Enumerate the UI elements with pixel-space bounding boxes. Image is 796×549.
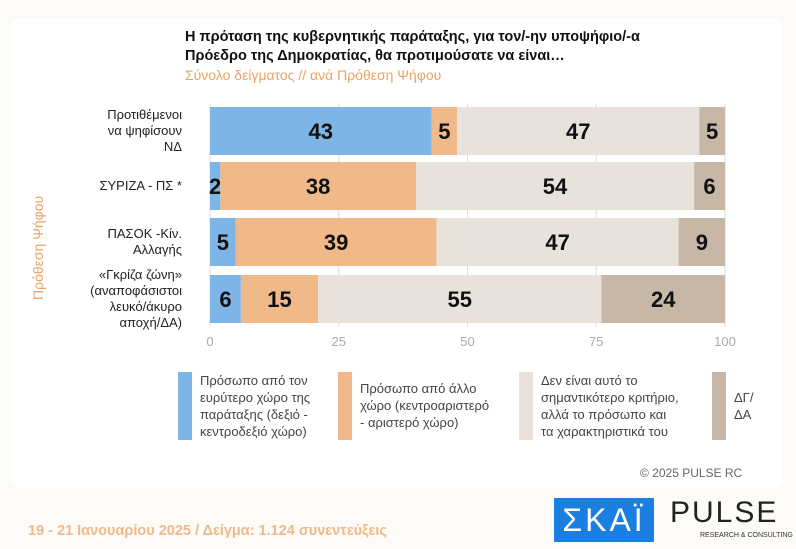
legend-swatch: [338, 372, 352, 440]
data-label: 47: [545, 230, 569, 255]
pulse-logo: PULSE: [670, 496, 779, 529]
bar-segment: [220, 162, 416, 210]
data-label: 24: [651, 287, 676, 312]
bar-segment: [210, 107, 432, 155]
data-label: 38: [306, 174, 330, 199]
bar-segment: [210, 275, 241, 323]
data-label: 54: [543, 174, 568, 199]
legend-label: Πρόσωπο από τον ευρύτερο χώρο της παράταξη…: [200, 373, 311, 439]
legend-swatch: [712, 372, 726, 440]
bar-segment: [436, 218, 679, 266]
chart-title: Η πρόταση της κυβερνητικής παράταξης, γι…: [185, 29, 640, 64]
data-label: 5: [438, 119, 450, 144]
chart-subtitle: Σύνολο δείγματος // ανά Πρόθεση Ψήφου: [185, 67, 442, 83]
data-label: 47: [566, 119, 590, 144]
x-tick-label: 25: [332, 334, 346, 349]
bar-segment: [457, 107, 700, 155]
bar-segment: [416, 162, 695, 210]
bar-segment: [235, 218, 437, 266]
legend-swatch: [519, 372, 533, 440]
category-label: Προτιθέμενοι να ψηφίσουν ΝΔ: [107, 107, 182, 154]
data-label: 6: [703, 174, 715, 199]
bar-segment: [601, 275, 725, 323]
bar-segment: [678, 218, 725, 266]
bar-segment: [210, 218, 236, 266]
data-label: 39: [324, 230, 348, 255]
bar-segment: [694, 162, 725, 210]
data-label: 43: [308, 119, 332, 144]
category-label: ΠΑΣΟΚ -Κίν. Αλλαγής: [107, 226, 183, 257]
legend-label: ΔΓ/ΔΑ: [734, 390, 754, 422]
data-label: 9: [696, 230, 708, 255]
data-label: 2: [209, 174, 221, 199]
data-label: 6: [219, 287, 231, 312]
category-label: «Γκρίζα ζώνη» (αναποφάσιστοι λευκό/άκυρο απ…: [90, 267, 182, 330]
bar-segment: [210, 162, 221, 210]
x-tick-label: 100: [714, 334, 736, 349]
data-label: 5: [217, 230, 229, 255]
data-label: 5: [706, 119, 718, 144]
bar-segment: [431, 107, 458, 155]
legend-label: Δεν είναι αυτό το σημαντικότερο κριτήριο,…: [541, 373, 679, 439]
data-label: 15: [267, 287, 291, 312]
bar-segment: [240, 275, 319, 323]
pulse-logo-sub: RESEARCH & CONSULTING: [700, 532, 793, 539]
skai-logo: ΣΚΑΪ: [554, 498, 654, 542]
bar-segment: [699, 107, 725, 155]
category-label: ΣΥΡΙΖΑ - ΠΣ *: [99, 178, 182, 193]
legend-label: Πρόσωπο από άλλο χώρο (κεντροαριστερό - αρ…: [360, 381, 490, 430]
x-tick-label: 75: [589, 334, 603, 349]
bar-segment: [318, 275, 602, 323]
copyright: © 2025 PULSE RC: [640, 466, 743, 480]
footer-note: 19 - 21 Ιανουαρίου 2025 / Δείγμα: 1.124 …: [28, 523, 387, 539]
legend-swatch: [178, 372, 192, 440]
x-tick-label: 50: [460, 334, 474, 349]
x-tick-label: 0: [206, 334, 213, 349]
data-label: 55: [448, 287, 472, 312]
